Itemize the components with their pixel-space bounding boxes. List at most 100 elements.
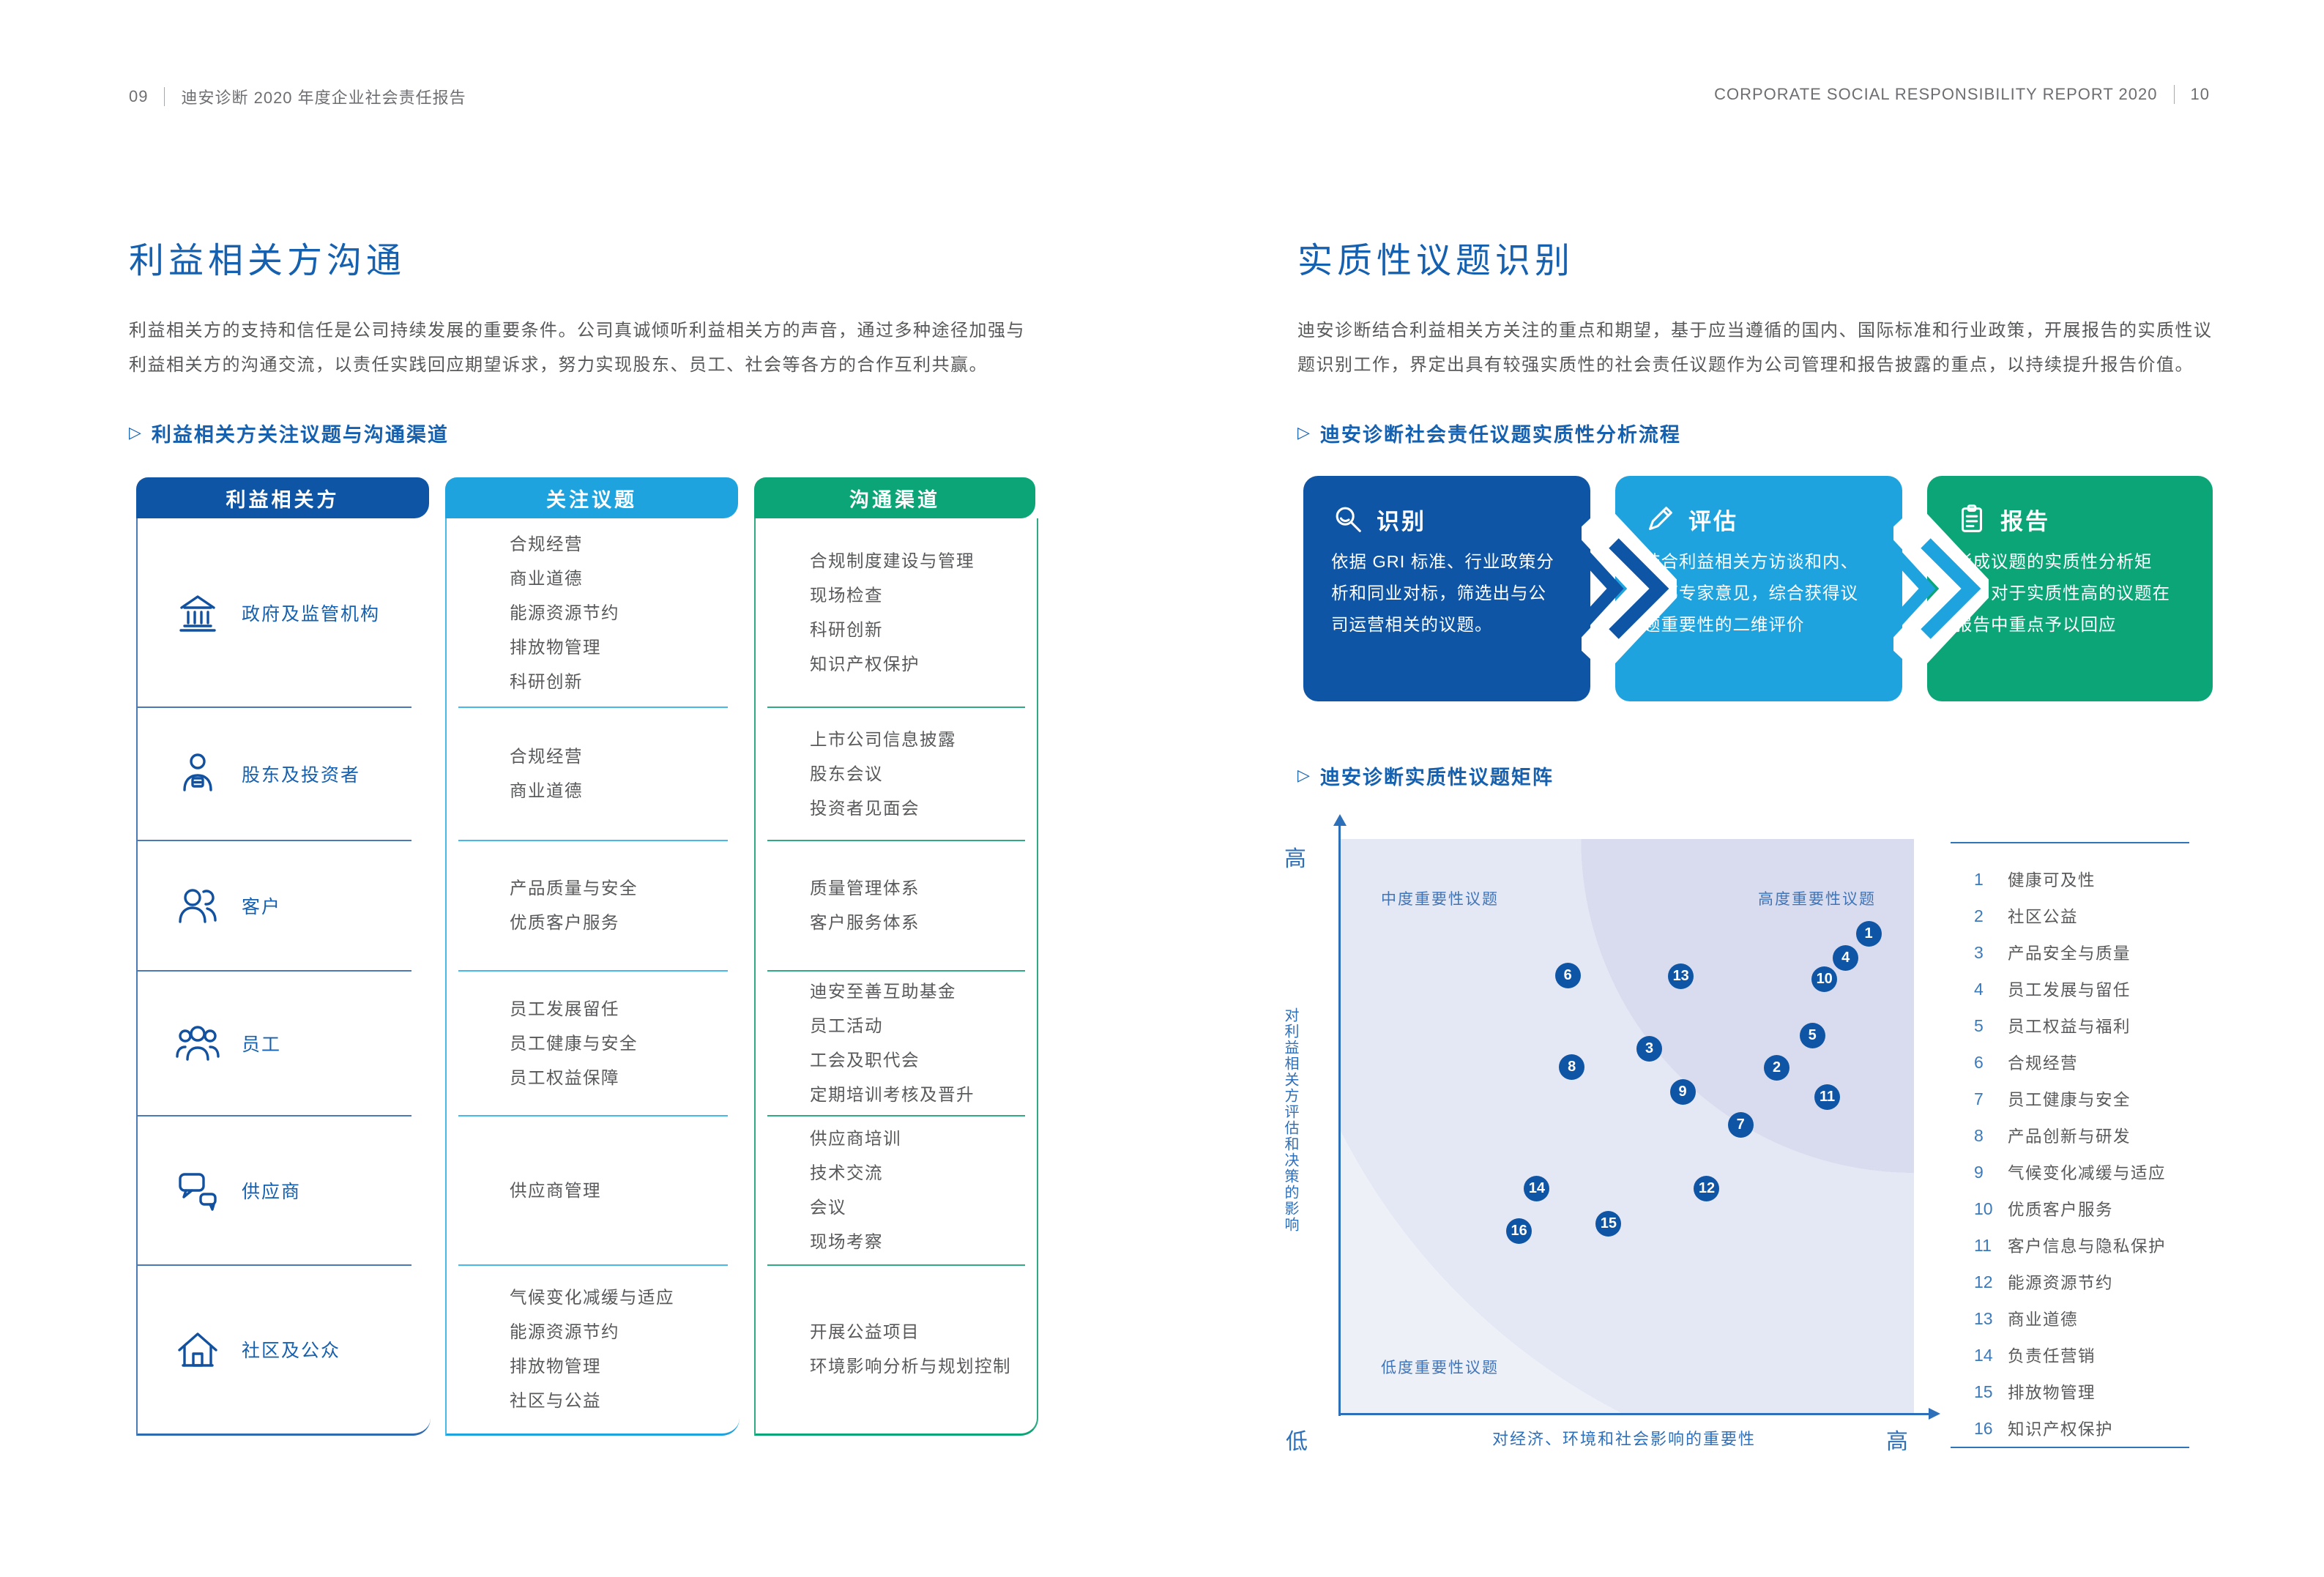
flow-step-title: 识别 (1377, 508, 1426, 534)
legend-item-2: 2 社区公益 (1951, 898, 2189, 934)
matrix-point-4: 4 (1833, 945, 1859, 972)
page-number-left: 09 (129, 87, 149, 105)
matrix-point-9: 9 (1669, 1078, 1696, 1105)
table-row-topics: 员工发展留任 员工健康与安全 员工权益保障 (447, 971, 740, 1116)
triangle-marker-icon: ▷ (1297, 422, 1311, 441)
section-title-stakeholder: 利益相关方沟通 (129, 242, 406, 280)
cell-line: 员工发展留任 (510, 999, 619, 1018)
section-title-materiality: 实质性议题识别 (1297, 242, 1575, 280)
matrix-point-10: 10 (1811, 966, 1838, 993)
legend-label: 客户信息与隐私保护 (2008, 1237, 2167, 1256)
table-subtitle: ▷ 利益相关方关注议题与沟通渠道 (129, 422, 449, 447)
report-title-en: CORPORATE SOCIAL RESPONSIBILITY REPORT 2… (1714, 85, 2158, 103)
legend-item-16: 16 知识产权保护 (1951, 1410, 2189, 1447)
legend-label: 排放物管理 (2008, 1384, 2096, 1402)
page-header-right: CORPORATE SOCIAL RESPONSIBILITY REPORT 2… (1714, 85, 2210, 104)
cell-line: 会议 (810, 1198, 846, 1217)
matrix-point-16: 16 (1506, 1218, 1532, 1244)
cell-line: 商业道德 (510, 781, 583, 800)
zone-label-high: 高度重要性议题 (1758, 891, 1876, 908)
cell-line: 环境影响分析与规划控制 (810, 1357, 1011, 1376)
matrix-point-5: 5 (1799, 1023, 1825, 1049)
cell-line: 气候变化减缓与适应 (510, 1288, 674, 1307)
legend-item-7: 7 员工健康与安全 (1951, 1081, 2189, 1117)
cell-line: 供应商管理 (510, 1180, 601, 1200)
cell-line: 产品质量与安全 (510, 879, 638, 898)
matrix-point-12: 12 (1694, 1175, 1720, 1201)
legend-number: 12 (1974, 1272, 1993, 1291)
table-row-channels: 供应商培训 技术交流 会议 现场考察 (756, 1116, 1037, 1266)
table-header-topics: 关注议题 (445, 477, 738, 518)
legend-number: 1 (1974, 869, 1984, 889)
cell-line: 合规经营 (510, 747, 583, 766)
legend-number: 2 (1974, 906, 1984, 925)
stakeholder-label: 政府及监管机构 (242, 604, 381, 625)
cell-line: 定期培训考核及晋升 (810, 1085, 975, 1104)
legend-item-3: 3 产品安全与质量 (1951, 934, 2189, 971)
matrix-subtitle: ▷ 迪安诊断实质性议题矩阵 (1297, 765, 1554, 789)
materiality-intro-paragraph: 迪安诊断结合利益相关方关注的重点和期望，基于应当遵循的国内、国际标准和行业政策，… (1297, 321, 2213, 375)
cell-line: 现场检查 (810, 586, 883, 605)
legend-item-9: 9 气候变化减缓与适应 (1951, 1154, 2189, 1190)
legend-label: 能源资源节约 (2008, 1274, 2114, 1292)
matrix-point-11: 11 (1814, 1084, 1841, 1110)
table-header-channels: 沟通渠道 (754, 477, 1035, 518)
table-row-channels: 质量管理体系 客户服务体系 (756, 840, 1037, 972)
legend-label: 合规经营 (2008, 1054, 2079, 1073)
table-header-stakeholder: 利益相关方 (136, 477, 429, 518)
legend-label: 气候变化减缓与适应 (2008, 1164, 2167, 1182)
cell-line: 迪安至善互助基金 (810, 982, 956, 1001)
cell-line: 能源资源节约 (510, 1322, 619, 1341)
flow-step-body: 形成议题的实质性分析矩阵，对于实质性高的议题在报告中重点予以回应 (1955, 552, 2170, 634)
flow-step-body: 依据 GRI 标准、行业政策分析和同业对标，筛选出与公司运营相关的议题。 (1331, 552, 1554, 634)
legend-item-5: 5 员工权益与福利 (1951, 1007, 2189, 1044)
legend-number: 13 (1974, 1308, 1993, 1328)
cell-line: 科研创新 (810, 620, 883, 639)
cell-line: 上市公司信息披露 (810, 729, 956, 749)
x-axis-high-label: 高 (1886, 1430, 1910, 1454)
stakeholder-intro-paragraph: 利益相关方的支持和信任是公司持续发展的重要条件。公司真诚倾听利益相关方的声音，通… (129, 321, 1025, 375)
double-chevron-icon (1893, 508, 1989, 669)
matrix-point-15: 15 (1595, 1210, 1622, 1237)
zone-label-medium: 中度重要性议题 (1381, 891, 1499, 908)
table-column-channels: 合规制度建设与管理 现场检查 科研创新 知识产权保护 上市公司信息披露 股东会议 投资者见面… (754, 518, 1038, 1436)
table-row-topics: 气候变化减缓与适应 能源资源节约 排放物管理 社区与公益 (447, 1265, 740, 1434)
table-row-topics: 合规经营 商业道德 能源资源节约 排放物管理 科研创新 (447, 518, 740, 708)
cell-line: 科研创新 (510, 671, 583, 691)
matrix-point-1: 1 (1855, 921, 1882, 947)
legend-number: 6 (1974, 1052, 1984, 1072)
legend-item-14: 14 负责任营销 (1951, 1337, 2189, 1373)
cell-line: 合规制度建设与管理 (810, 551, 975, 570)
legend-label: 负责任营销 (2008, 1347, 2096, 1365)
zone-label-low: 低度重要性议题 (1381, 1360, 1499, 1376)
x-axis (1338, 1413, 1929, 1415)
legend-number: 9 (1974, 1162, 1984, 1182)
page-header-left: 09 迪安诊断 2020 年度企业社会责任报告 (129, 85, 466, 108)
legend-label: 产品创新与研发 (2008, 1127, 2131, 1146)
flow-step-identify: 识别 依据 GRI 标准、行业政策分析和同业对标，筛选出与公司运营相关的议题。 (1303, 476, 1590, 701)
house-icon (174, 1326, 221, 1373)
legend-number: 15 (1974, 1382, 1993, 1401)
y-axis-title: 对利益相关方评估和决策的影响 (1282, 1007, 1298, 1233)
cell-line: 能源资源节约 (510, 603, 619, 622)
cell-line: 员工健康与安全 (510, 1033, 638, 1053)
matrix-point-2: 2 (1764, 1055, 1790, 1081)
legend-number: 14 (1974, 1345, 1993, 1365)
legend-label: 优质客户服务 (2008, 1201, 2114, 1219)
shareholder-icon (174, 750, 221, 797)
legend-label: 员工发展与留任 (2008, 981, 2131, 999)
table-row-stakeholder: 政府及监管机构 (138, 518, 431, 708)
stakeholder-label: 股东及投资者 (242, 765, 361, 786)
legend-number: 11 (1974, 1235, 1992, 1255)
table-row-stakeholder: 客户 (138, 840, 431, 972)
cell-line: 开展公益项目 (810, 1322, 920, 1341)
matrix-point-8: 8 (1559, 1054, 1585, 1080)
stakeholder-label: 社区及公众 (242, 1341, 341, 1361)
customers-icon (174, 882, 221, 929)
page-number-right: 10 (2190, 85, 2210, 103)
legend-number: 10 (1974, 1198, 1993, 1218)
header-divider (2173, 85, 2175, 104)
matrix-point-13: 13 (1668, 963, 1694, 990)
magnifier-icon (1336, 507, 1361, 532)
